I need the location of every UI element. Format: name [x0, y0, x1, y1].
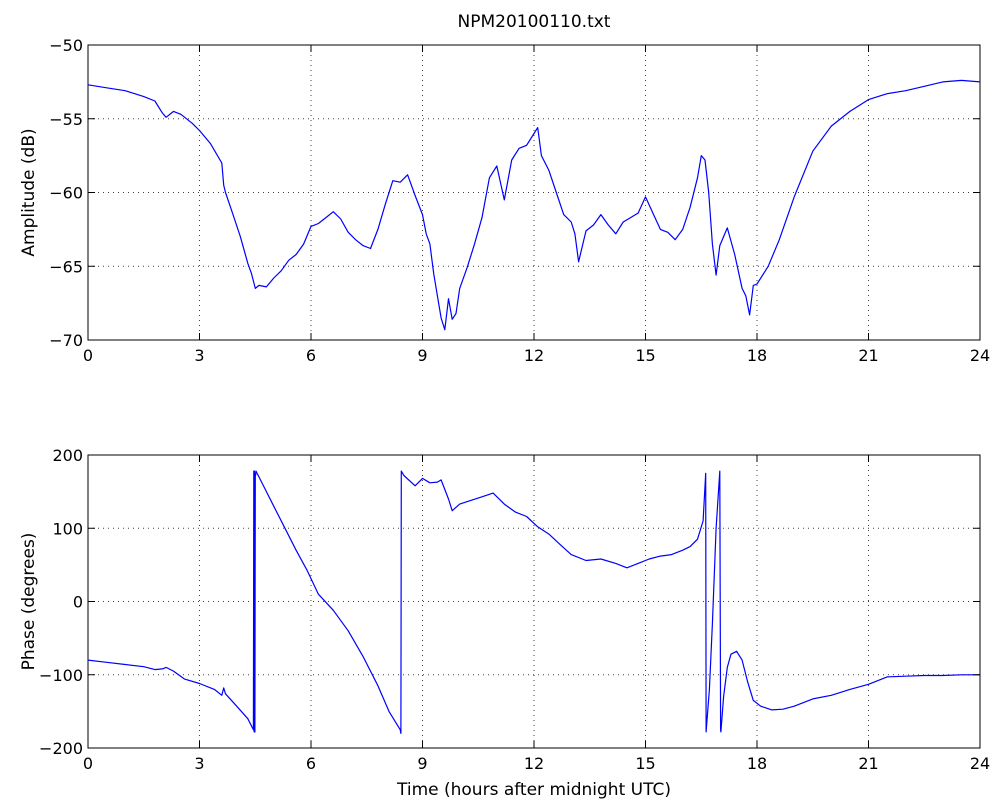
amplitude-ytick-label: −55: [49, 110, 83, 129]
phase-xlabel: Time (hours after midnight UTC): [396, 780, 671, 800]
phase-xtick-label: 12: [524, 754, 544, 773]
phase-xtick-label: 18: [747, 754, 767, 773]
amplitude-ytick-label: −50: [49, 36, 83, 55]
phase-series-line: [87, 470, 980, 735]
phase-xtick-label: 9: [417, 754, 427, 773]
amplitude-panel: 0 3 6 9 12 15 18 21 24 −70 −65 −60 −55 −50 Amplitude (…: [19, 36, 990, 365]
phase-ytick-label: 0: [73, 593, 83, 612]
amplitude-xtick-label: 21: [858, 346, 878, 365]
phase-xtick-label: 3: [194, 754, 204, 773]
amplitude-ytick-label: −65: [49, 257, 83, 276]
figure-title: NPM20100110.txt: [458, 12, 611, 32]
amplitude-xtick-label: 6: [306, 346, 316, 365]
amplitude-ytick-label: −60: [49, 184, 83, 203]
amplitude-xtick-label: 24: [970, 346, 990, 365]
amplitude-xtick-label: 12: [524, 346, 544, 365]
phase-xtick-label: 15: [635, 754, 655, 773]
phase-ylabel: Phase (degrees): [19, 533, 39, 671]
phase-ytick-label: 200: [52, 446, 83, 465]
amplitude-ylabel: Amplitude (dB): [19, 128, 39, 256]
phase-xtick-label: 0: [83, 754, 93, 773]
phase-xtick-label: 6: [306, 754, 316, 773]
amplitude-xtick-label: 18: [747, 346, 767, 365]
phase-ytick-label: −100: [39, 666, 83, 685]
phase-xtick-label: 24: [970, 754, 990, 773]
amplitude-ytick-label: −70: [49, 331, 83, 350]
amplitude-xtick-label: 3: [194, 346, 204, 365]
amplitude-xtick-label: 0: [83, 346, 93, 365]
amplitude-xtick-label: 15: [635, 346, 655, 365]
phase-panel: 0 3 6 9 12 15 18 21 24 −200 −100 0 100 200 Phase (degr…: [19, 446, 990, 800]
phase-ytick-label: 100: [52, 519, 83, 538]
amplitude-xtick-label: 9: [417, 346, 427, 365]
phase-xtick-label: 21: [858, 754, 878, 773]
amplitude-series-line: [87, 79, 981, 331]
phase-ytick-label: −200: [39, 739, 83, 758]
